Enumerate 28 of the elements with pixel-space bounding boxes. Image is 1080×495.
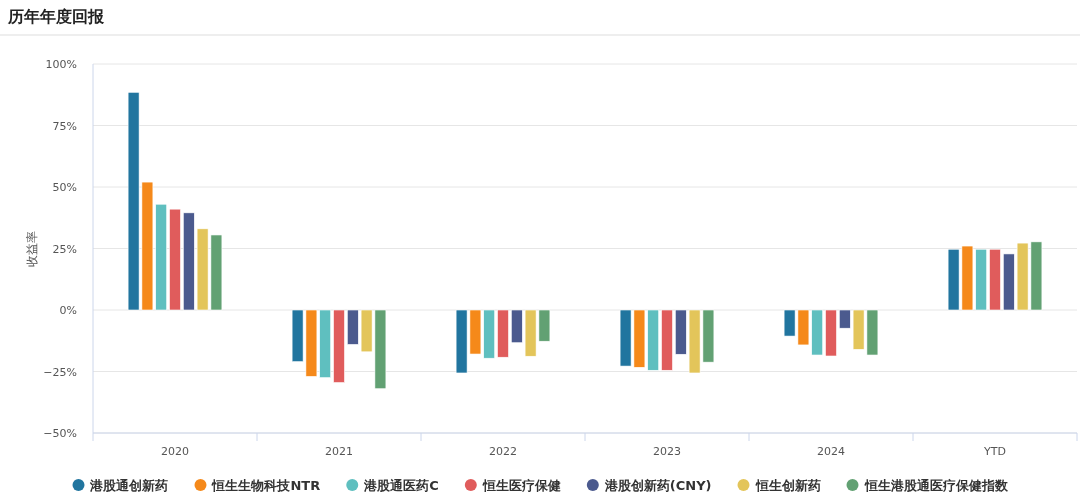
ytick: −50% — [43, 427, 77, 440]
xtick: 2023 — [653, 445, 681, 458]
ytick: 25% — [52, 242, 77, 256]
bar — [333, 309, 345, 383]
ytick: 0% — [59, 304, 77, 317]
legend-label: 恒生生物科技NTR — [211, 478, 321, 493]
title: 历年年度回报 — [8, 7, 104, 26]
legend-label: 恒生医疗保健 — [481, 478, 561, 493]
xtick: 2021 — [325, 445, 353, 458]
bar — [825, 309, 837, 357]
legend-label: 恒生港股通医疗保健指数 — [863, 478, 1009, 493]
bar — [989, 248, 1001, 311]
legend-label: 港股通创新药 — [89, 478, 169, 493]
ytick: 50% — [52, 181, 77, 194]
ylabel: 收益率 — [25, 230, 39, 267]
legend-label: 港股通医药C — [363, 478, 439, 493]
xtick: 2022 — [489, 445, 517, 458]
ytick: 75% — [52, 119, 77, 133]
xtick: YTD — [984, 445, 1006, 458]
xtick: 2020 — [161, 445, 189, 458]
ytick: −25% — [43, 365, 77, 379]
xtick: 2024 — [817, 445, 845, 458]
legend-label: 港股创新药(CNY) — [603, 478, 712, 493]
legend-label: 恒生创新药 — [754, 478, 821, 493]
bar — [497, 309, 509, 358]
bar — [661, 309, 673, 371]
bar — [169, 208, 181, 311]
ytick: 100% — [45, 58, 77, 71]
